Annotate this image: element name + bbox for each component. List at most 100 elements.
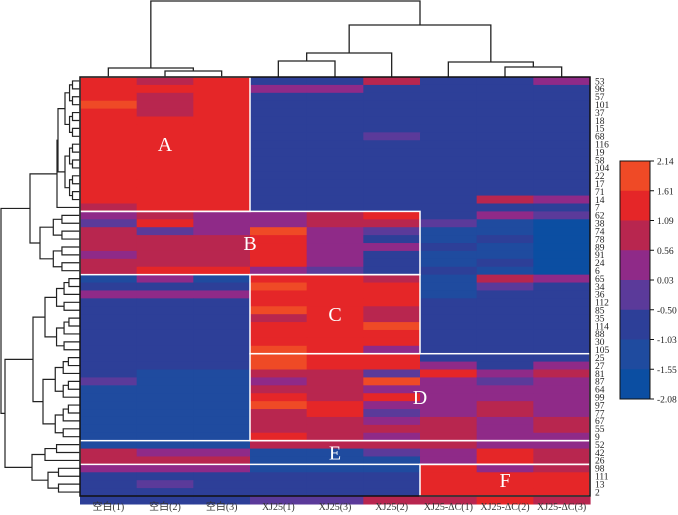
heatmap-cell	[533, 416, 591, 426]
heatmap-cell	[136, 282, 194, 292]
dendrogram-branch	[64, 155, 70, 189]
heatmap-cell	[476, 132, 534, 141]
heatmap-cell	[363, 219, 421, 228]
dendrogram-branch	[42, 378, 56, 425]
heatmap-cell	[363, 369, 421, 379]
heatmap-cell	[306, 235, 364, 244]
column-label: XJ25(2)	[375, 502, 408, 513]
heatmap-cell	[136, 306, 194, 315]
heatmap-cell	[250, 424, 308, 434]
heatmap-cell	[136, 92, 194, 102]
heatmap-cell	[476, 187, 534, 197]
dendrogram-branch	[57, 108, 65, 173]
heatmap-cell	[363, 84, 421, 94]
dendrogram-branch	[164, 70, 223, 77]
heatmap-cell	[306, 456, 364, 465]
legend-tick-label: -1.03	[657, 336, 677, 346]
heatmap-cell	[193, 187, 251, 197]
heatmap-cell	[306, 393, 364, 402]
heatmap-cell	[420, 353, 478, 363]
heatmap-cell	[80, 195, 138, 205]
row-label: 89	[595, 243, 605, 253]
heatmap-cell	[476, 227, 534, 236]
row-label: 71	[595, 188, 605, 198]
legend-swatch	[620, 339, 650, 370]
heatmap-cell	[80, 424, 138, 434]
heatmap-cell	[250, 314, 308, 323]
heatmap-cell	[420, 227, 478, 236]
heatmap-cell	[476, 116, 534, 126]
heatmap-cell	[80, 258, 138, 268]
heatmap-cell	[80, 219, 138, 228]
heatmap-cell	[476, 100, 534, 110]
heatmap-cell	[476, 369, 534, 379]
heatmap-cell	[533, 306, 591, 315]
row-label: 24	[595, 259, 605, 269]
heatmap-cell	[250, 416, 308, 426]
heatmap-cell	[136, 274, 194, 284]
heatmap-cell	[533, 77, 591, 86]
heatmap-cell	[136, 156, 194, 165]
heatmap-cell	[420, 393, 478, 402]
heatmap-cell	[306, 480, 364, 489]
heatmap-cell	[193, 345, 251, 355]
heatmap-cell	[250, 100, 308, 110]
row-label: 111	[595, 473, 609, 483]
legend-tick-label: -0.50	[657, 306, 677, 316]
heatmap-cell	[80, 377, 138, 386]
heatmap-cell	[533, 258, 591, 268]
dendrogram-branch	[306, 52, 393, 77]
heatmap-cell	[363, 361, 421, 371]
dendrogram-branch	[44, 296, 57, 338]
row-label: 85	[595, 307, 605, 317]
heatmap-cell	[363, 163, 421, 173]
heatmap-cell	[420, 345, 478, 355]
row-label: 114	[595, 322, 609, 332]
heatmap-cell	[476, 432, 534, 442]
heatmap-cell	[420, 282, 478, 292]
heatmap-cell	[250, 496, 308, 505]
heatmap-cell	[363, 353, 421, 363]
heatmap-cell	[136, 179, 194, 189]
heatmap-cell	[193, 77, 251, 86]
dendrogram-branch	[67, 357, 80, 367]
heatmap-cell	[476, 235, 534, 244]
heatmap-cell	[80, 250, 138, 260]
heatmap-cell	[250, 282, 308, 292]
heatmap-cell	[420, 171, 478, 181]
heatmap-cell	[476, 314, 534, 323]
heatmap-cell	[363, 140, 421, 149]
heatmap-cell	[363, 124, 421, 133]
row-label: 36	[595, 291, 605, 301]
heatmap-cell	[80, 306, 138, 315]
heatmap-cell	[476, 219, 534, 228]
heatmap-cell	[193, 337, 251, 347]
heatmap-cell	[363, 116, 421, 126]
heatmap-cell	[363, 235, 421, 244]
heatmap-cell	[533, 156, 591, 165]
heatmap-cell	[420, 337, 478, 347]
heatmap-cell	[420, 274, 478, 284]
heatmap-cell	[136, 250, 194, 260]
heatmap-cell	[476, 282, 534, 292]
heatmap-cell	[80, 369, 138, 379]
row-label: 35	[595, 314, 605, 324]
dendrogram-branch	[447, 61, 534, 77]
heatmap-cell	[250, 211, 308, 220]
heatmap-cell	[306, 464, 364, 473]
heatmap-cell	[250, 235, 308, 244]
heatmap-cell	[420, 156, 478, 165]
heatmap-cell	[80, 92, 138, 102]
heatmap-cell	[193, 116, 251, 126]
row-label: 38	[595, 220, 605, 230]
row-label: 96	[595, 85, 605, 95]
heatmap-cell	[476, 456, 534, 465]
heatmap-cell	[193, 163, 251, 173]
heatmap-cell	[193, 480, 251, 489]
heatmap-cell	[193, 377, 251, 386]
heatmap-cell	[363, 314, 421, 323]
heatmap-cell	[420, 472, 478, 481]
heatmap-cell	[476, 92, 534, 102]
row-label: 22	[595, 172, 605, 182]
row-label: 52	[595, 441, 605, 451]
